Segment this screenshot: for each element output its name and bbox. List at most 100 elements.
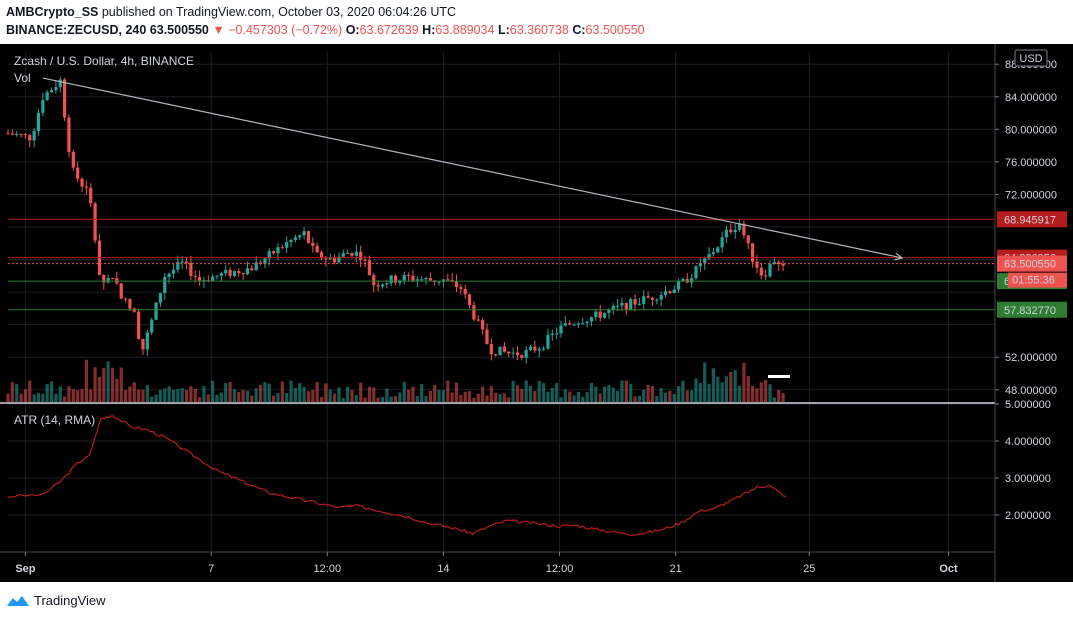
volume-bar-48 — [215, 394, 219, 402]
change-icon: ▼ — [212, 23, 225, 37]
candle-body-140 — [616, 305, 620, 307]
volume-bar-9 — [45, 384, 49, 402]
publisher-name[interactable]: AMBCrypto_SS — [6, 5, 99, 19]
price-badge-0 — [997, 211, 1067, 228]
candle-body-76 — [337, 256, 341, 263]
candle-body-72 — [319, 252, 324, 259]
candle-body-16 — [76, 167, 80, 179]
volume-bar-24 — [110, 367, 115, 402]
axes: 48.00000052.00000072.00000076.00000080.0… — [15, 49, 1067, 575]
candles — [6, 76, 785, 364]
volume-bar-158 — [694, 378, 698, 402]
candle-body-109 — [481, 320, 485, 330]
candle-body-174 — [764, 275, 768, 277]
volume-bar-73 — [324, 383, 328, 402]
low-value: 63.360738 — [509, 23, 569, 37]
volume-bar-54 — [241, 389, 245, 402]
volume-bar-170 — [746, 376, 750, 402]
volume-bar-143 — [629, 383, 633, 402]
volume-bar-165 — [724, 376, 729, 402]
ohlc-info: BINANCE:ZECUSD, 240 63.500550 ▼ −0.45730… — [6, 23, 645, 37]
candle-body-14 — [67, 117, 71, 153]
volume-bar-90 — [398, 392, 402, 402]
candle-body-34 — [154, 302, 158, 320]
volume-bar-87 — [385, 388, 389, 402]
price-badge-4 — [997, 301, 1067, 318]
volume-bar-70 — [311, 389, 315, 402]
volume-bar-51 — [228, 381, 232, 402]
chart-area[interactable]: 48.000000 52.000000 72.000000 76.000000 80.0… — [0, 44, 1073, 582]
volume-bar-140 — [616, 390, 620, 402]
candle-body-60 — [267, 251, 271, 259]
volume-bar-141 — [620, 380, 624, 402]
volume-bar-52 — [232, 389, 237, 402]
candle-body-132 — [581, 323, 585, 325]
candle-body-167 — [733, 229, 737, 233]
candle-body-155 — [681, 278, 685, 281]
volume-bar-29 — [132, 382, 136, 402]
volume-bar-115 — [507, 397, 511, 402]
volume-bar-80 — [354, 394, 358, 402]
volume-bar-46 — [206, 394, 210, 402]
candle-body-20 — [93, 203, 97, 241]
volume-bar-129 — [568, 391, 572, 402]
volume-bar-32 — [145, 385, 149, 402]
volume-bar-113 — [498, 393, 502, 402]
candle-body-123 — [541, 348, 546, 350]
candle-body-47 — [211, 276, 215, 282]
candle-body-169 — [742, 223, 746, 236]
volume-bar-148 — [650, 385, 655, 402]
candle-body-118 — [520, 355, 524, 358]
open-label: O: — [345, 23, 360, 37]
price-badge-label-0: 68.945917 — [1004, 214, 1056, 226]
candle-body-79 — [350, 252, 354, 256]
chart-svg[interactable]: 48.00000052.00000072.00000076.00000080.0… — [0, 44, 1073, 582]
candle-body-51 — [228, 269, 232, 276]
candle-body-53 — [237, 271, 241, 274]
volume-bar-65 — [289, 380, 293, 402]
tradingview-logo[interactable]: TradingView — [6, 593, 106, 608]
volume-bar-5 — [28, 380, 32, 402]
volume-bar-123 — [541, 383, 546, 402]
candle-body-81 — [359, 251, 363, 260]
time-tick-label-4: 12:00 — [546, 563, 574, 575]
volume-bar-20 — [93, 367, 97, 402]
candle-body-178 — [781, 263, 785, 266]
candle-body-159 — [698, 263, 702, 267]
candle-body-66 — [293, 237, 297, 241]
atr-line — [7, 414, 787, 536]
chart-header: AMBCrypto_SS published on TradingView.co… — [0, 0, 1073, 44]
candle-body-162 — [711, 252, 716, 255]
volume-bar-112 — [494, 392, 498, 402]
candle-body-7 — [36, 112, 41, 131]
candle-body-55 — [245, 268, 250, 275]
candle-body-0 — [6, 133, 10, 135]
time-tick-label-6: 25 — [803, 563, 815, 575]
chart-labels: Zcash / U.S. Dollar, 4h, BINANCE Vol ATR (… — [14, 54, 790, 427]
volume-bar-22 — [102, 367, 106, 402]
volume-bar-100 — [441, 390, 446, 402]
volume-bar-10 — [49, 381, 54, 402]
volume-bar-36 — [163, 388, 167, 402]
volume-bar-136 — [598, 393, 602, 402]
candle-body-124 — [546, 334, 550, 349]
candle-body-104 — [459, 287, 463, 289]
volume-bar-96 — [424, 396, 428, 402]
candle-body-59 — [263, 258, 267, 264]
volume-bar-155 — [681, 380, 685, 402]
volume-bar-177 — [777, 390, 781, 402]
volume-bar-118 — [520, 388, 524, 402]
candle-body-44 — [197, 276, 202, 281]
volume-bar-109 — [481, 386, 485, 402]
time-tick-label-3: 14 — [437, 563, 449, 575]
candle-body-176 — [772, 261, 776, 264]
candle-body-142 — [624, 303, 628, 311]
volume-bar-134 — [589, 382, 594, 402]
candle-body-161 — [707, 254, 711, 259]
volume-bar-156 — [685, 390, 689, 402]
chart-footer: TradingView — [0, 582, 1073, 618]
volume-bar-86 — [380, 396, 385, 402]
volume-bar-133 — [585, 392, 589, 402]
volume-bar-33 — [150, 396, 154, 402]
time-tick-label-0: Sep — [15, 563, 35, 575]
